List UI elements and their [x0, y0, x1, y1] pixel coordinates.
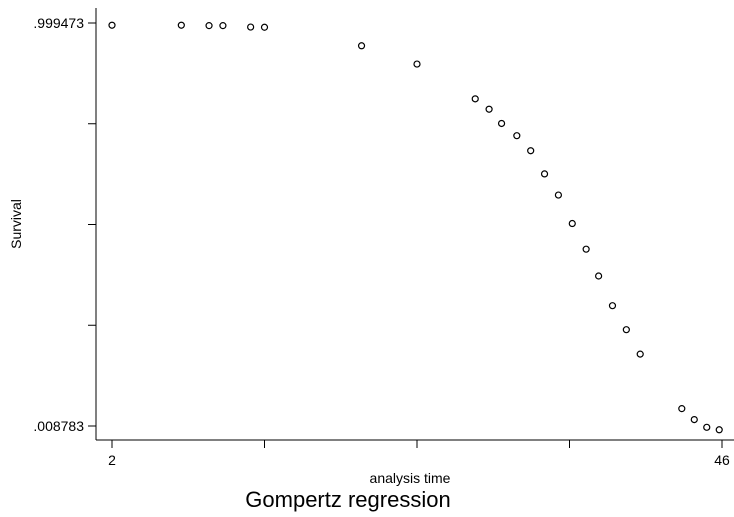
data-point: [177, 21, 185, 29]
x-tick-label: 2: [108, 452, 116, 468]
data-point: [497, 119, 506, 128]
data-point: [622, 326, 630, 334]
axes: [95, 8, 734, 441]
data-point: [595, 272, 603, 280]
y-tick-label: .008783: [33, 418, 84, 434]
y-axis-title: Survival: [8, 199, 24, 249]
data-point: [568, 219, 576, 228]
data-point: [219, 22, 227, 30]
data-point: [471, 95, 479, 103]
data-point: [690, 416, 698, 424]
data-point: [554, 191, 563, 199]
data-point: [485, 105, 493, 113]
data-point: [260, 23, 269, 31]
data-point: [608, 302, 617, 310]
data-point: [413, 60, 421, 68]
x-axis-title: analysis time: [370, 470, 451, 486]
data-point: [582, 245, 590, 253]
data-point: [205, 22, 213, 30]
chart-caption: Gompertz regression: [245, 487, 450, 512]
data-point: [513, 132, 521, 140]
data-point: [678, 405, 686, 413]
data-point: [357, 42, 366, 50]
data-point: [108, 21, 116, 29]
y-tick-label: .999473: [33, 15, 84, 31]
data-point: [247, 23, 255, 31]
y-ticks: .999473 .008783: [33, 15, 96, 434]
data-point: [540, 170, 549, 178]
data-point: [715, 426, 723, 434]
x-ticks: 2 46: [108, 440, 730, 468]
data-point: [703, 423, 711, 431]
data-point: [527, 147, 535, 155]
data-points: [108, 21, 723, 434]
x-tick-label: 46: [714, 452, 730, 468]
data-point: [636, 350, 644, 358]
